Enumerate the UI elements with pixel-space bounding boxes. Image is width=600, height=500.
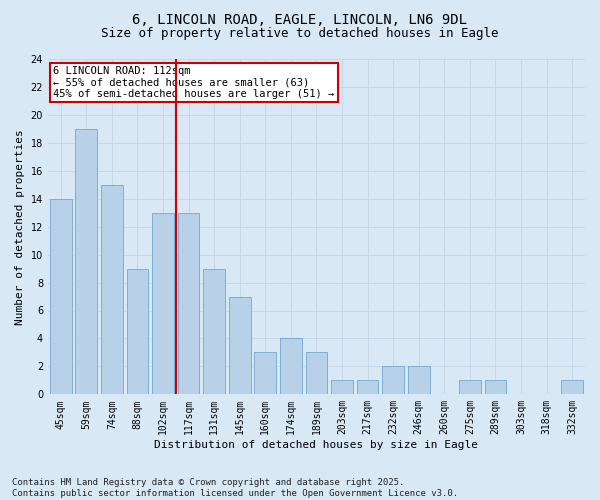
Bar [229, 296, 251, 394]
Text: Size of property relative to detached houses in Eagle: Size of property relative to detached ho… [101, 28, 499, 40]
Text: Contains HM Land Registry data © Crown copyright and database right 2025.
Contai: Contains HM Land Registry data © Crown c… [12, 478, 458, 498]
Bar [50, 198, 71, 394]
Bar [101, 184, 123, 394]
Bar [357, 380, 379, 394]
Text: 6, LINCOLN ROAD, EAGLE, LINCOLN, LN6 9DL: 6, LINCOLN ROAD, EAGLE, LINCOLN, LN6 9DL [133, 12, 467, 26]
Bar [203, 268, 225, 394]
Bar [254, 352, 276, 395]
Bar [178, 212, 199, 394]
Bar [382, 366, 404, 394]
Bar [127, 268, 148, 394]
Bar [408, 366, 430, 394]
Bar [331, 380, 353, 394]
Bar [280, 338, 302, 394]
Y-axis label: Number of detached properties: Number of detached properties [15, 129, 25, 324]
Bar [485, 380, 506, 394]
Bar [152, 212, 174, 394]
Text: 6 LINCOLN ROAD: 112sqm
← 55% of detached houses are smaller (63)
45% of semi-det: 6 LINCOLN ROAD: 112sqm ← 55% of detached… [53, 66, 335, 99]
Bar [76, 129, 97, 394]
X-axis label: Distribution of detached houses by size in Eagle: Distribution of detached houses by size … [154, 440, 478, 450]
Bar [459, 380, 481, 394]
Bar [562, 380, 583, 394]
Bar [305, 352, 328, 395]
